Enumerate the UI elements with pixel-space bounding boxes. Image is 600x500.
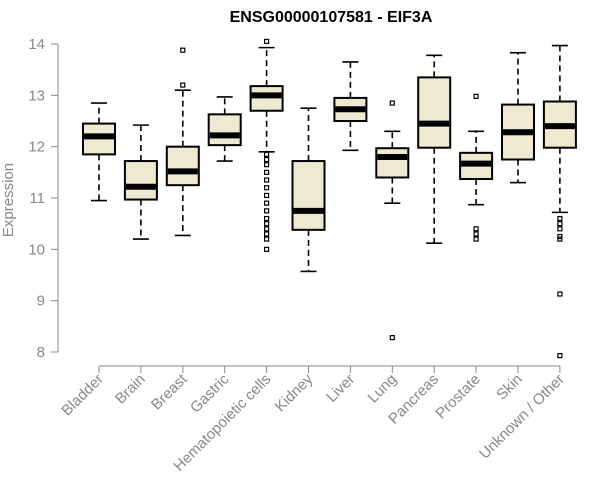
y-tick-label: 10 <box>28 241 45 258</box>
box-group-breast <box>165 47 200 237</box>
outlier-point <box>264 208 270 214</box>
outlier-point <box>264 246 270 252</box>
x-tick-label: Skin <box>493 371 526 404</box>
outlier-point <box>264 231 270 237</box>
box-group-lung <box>375 100 410 341</box>
box <box>249 85 284 112</box>
outlier-point <box>180 82 186 88</box>
outlier-point <box>473 236 479 242</box>
box <box>165 145 200 187</box>
y-tick-label: 13 <box>28 87 45 104</box>
box <box>417 76 452 149</box>
outlier-point <box>557 226 563 232</box>
outlier-point <box>557 236 563 242</box>
outlier-point <box>264 185 270 191</box>
outlier-point <box>557 215 563 222</box>
outlier-point <box>264 162 270 168</box>
outlier-point <box>557 221 563 227</box>
box <box>375 147 410 179</box>
chart-title: ENSG00000107581 - EIF3A <box>230 9 433 26</box>
outlier-point <box>473 226 479 232</box>
y-tick-label: 12 <box>28 139 45 156</box>
box-group-liver <box>333 61 368 152</box>
outlier-point <box>264 192 270 199</box>
outlier-point <box>557 352 563 359</box>
outlier-point <box>264 38 270 45</box>
outlier-point <box>264 215 270 222</box>
outlier-point <box>264 221 270 227</box>
outlier-point <box>389 335 395 341</box>
box-group-unknown-other <box>542 44 577 359</box>
box-group-bladder <box>82 102 116 202</box>
outlier-point <box>264 151 270 157</box>
y-tick-label: 9 <box>37 293 45 310</box>
box-group-prostate <box>459 93 494 242</box>
box-group-kidney <box>291 107 326 273</box>
outlier-point <box>473 93 479 99</box>
outlier-point <box>264 200 270 206</box>
x-tick-label: Breast <box>148 370 191 413</box>
box-group-hematopoietic-cells <box>249 38 284 252</box>
plot-area <box>82 38 577 359</box>
outlier-point <box>389 100 395 106</box>
x-tick-label: Prostate <box>432 371 484 423</box>
x-tick-label: Brain <box>112 371 149 408</box>
outlier-point <box>180 47 186 53</box>
box-group-skin <box>501 51 535 184</box>
x-tick-label: Liver <box>323 371 358 406</box>
outlier-point <box>264 226 270 232</box>
box <box>207 113 242 147</box>
box-group-pancreas <box>417 54 452 244</box>
x-tick-label: Kidney <box>272 370 317 415</box>
outlier-point <box>264 177 270 183</box>
outlier-point <box>557 291 563 297</box>
y-tick-label: 8 <box>37 344 45 361</box>
box <box>123 160 158 201</box>
box-group-gastric <box>207 96 242 162</box>
x-tick-label: Bladder <box>58 371 107 420</box>
outlier-point <box>264 169 270 175</box>
outlier-point <box>473 231 479 237</box>
outlier-point <box>264 156 270 163</box>
outlier-point <box>264 236 270 242</box>
y-tick-label: 14 <box>28 36 45 53</box>
box <box>291 160 326 231</box>
x-tick-label: Lung <box>365 371 401 407</box>
y-tick-label: 11 <box>29 190 45 207</box>
box-group-brain <box>123 124 158 240</box>
y-axis-title: Expression <box>0 163 17 237</box>
y-axis: 8 9 10 11 12 13 14 <box>28 36 59 361</box>
